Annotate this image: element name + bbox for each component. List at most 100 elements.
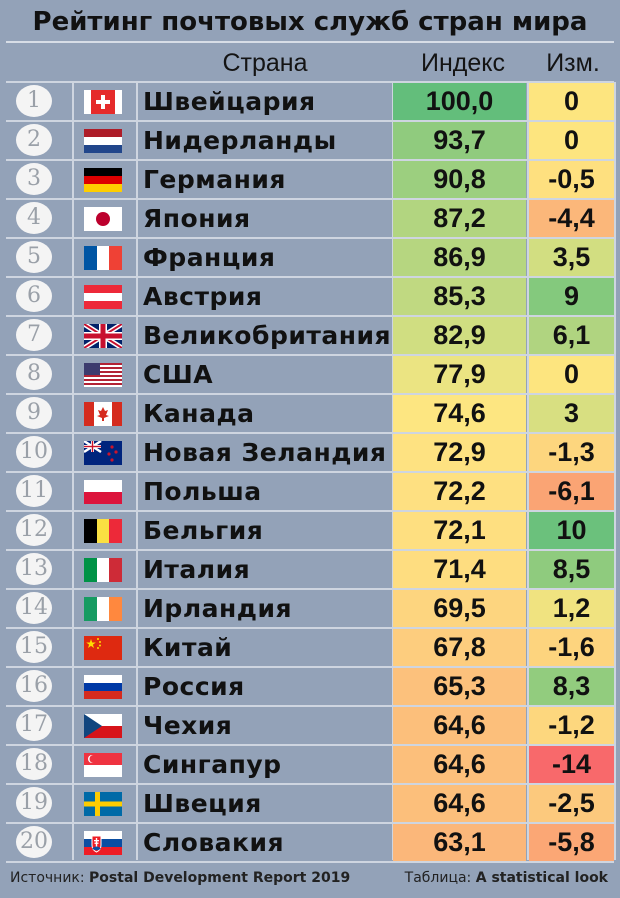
index-value-cell: 74,6 [393,395,526,432]
index-value-cell: 69,5 [393,590,526,627]
japan-flag-icon [84,207,122,231]
new-zealand-flag-icon [84,441,122,465]
grid-line-horizontal [6,510,614,512]
table-row: 3 Германия 90,8 -0,5 [0,160,620,199]
usa-flag-icon [84,363,122,387]
grid-line-horizontal [6,588,614,590]
change-value-cell: -1,2 [529,707,614,744]
rank-badge: 20 [16,826,52,858]
index-value-cell: 86,9 [393,239,526,276]
table-row: 4 Япония 87,2 -4,4 [0,199,620,238]
singapore-flag-icon [84,753,122,777]
table-row: 1 Швейцария 100,0 0 [0,82,620,121]
index-value-cell: 77,9 [393,356,526,393]
grid-line-horizontal [6,549,614,551]
austria-flag-icon [84,285,122,309]
source-value: Postal Development Report 2019 [89,870,351,886]
grid-line-horizontal [6,120,614,122]
grid-line-horizontal [6,276,614,278]
rank-badge: 10 [16,436,52,468]
country-name: Франция [143,243,276,272]
table-row: 11 Польша 72,2 -6,1 [0,472,620,511]
index-value-cell: 72,1 [393,512,526,549]
header-divider [6,41,614,43]
rank-badge: 3 [16,163,52,195]
source-label: Источник: [10,870,85,886]
change-value-cell: -1,6 [529,629,614,666]
table-row: 2 Нидерланды 93,7 0 [0,121,620,160]
grid-line-horizontal [6,315,614,317]
change-value-cell: 3 [529,395,614,432]
china-flag-icon [84,636,122,660]
table-credit-label: Таблица: [404,870,472,886]
change-value-cell: -6,1 [529,473,614,510]
slovakia-flag-icon [84,831,122,855]
index-value-cell: 64,6 [393,707,526,744]
poland-flag-icon [84,480,122,504]
netherlands-flag-icon [84,129,122,153]
country-name: Швеция [143,789,262,818]
change-value-cell: -2,5 [529,785,614,822]
country-name: США [143,360,214,389]
change-value-cell: -1,3 [529,434,614,471]
column-header-country: Страна [222,49,308,77]
index-value-cell: 71,4 [393,551,526,588]
change-value-cell: 8,5 [529,551,614,588]
table-credit-value: A statistical look [475,870,608,886]
rank-badge: 8 [16,358,52,390]
country-name: Ирландия [143,594,293,623]
grid-line-horizontal [6,861,614,863]
grid-line-horizontal [6,159,614,161]
change-value-cell: 0 [529,356,614,393]
country-name: Китай [143,633,233,662]
rank-badge: 4 [16,202,52,234]
table-row: 15 Китай 67,8 -1,6 [0,628,620,667]
column-header-index: Индекс [421,49,505,77]
table-row: 19 Швеция 64,6 -2,5 [0,784,620,823]
grid-line-vertical [614,82,616,860]
table-row: 9 Канада 74,6 3 [0,394,620,433]
country-name: Италия [143,555,251,584]
change-value-cell: 10 [529,512,614,549]
country-name: Словакия [143,828,285,857]
index-value-cell: 65,3 [393,668,526,705]
country-name: Япония [143,204,251,233]
column-header-change: Изм. [546,49,600,77]
change-value-cell: 1,2 [529,590,614,627]
table-row: 10 Новая Зеландия 72,9 -1,3 [0,433,620,472]
change-value-cell: 8,3 [529,668,614,705]
rank-badge: 12 [16,514,52,546]
country-name: Чехия [143,711,233,740]
table-row: 16 Россия 65,3 8,3 [0,667,620,706]
footer: Источник: Postal Development Report 2019… [0,862,620,898]
change-value-cell: 9 [529,278,614,315]
rank-badge: 15 [16,631,52,663]
table-row: 13 Италия 71,4 8,5 [0,550,620,589]
table-title: Рейтинг почтовых служб стран мира [32,7,588,37]
russia-flag-icon [84,675,122,699]
country-name: Новая Зеландия [143,438,387,467]
change-value-cell: -0,5 [529,161,614,198]
grid-line-horizontal [6,627,614,629]
change-value-cell: -4,4 [529,200,614,237]
table-row: 5 Франция 86,9 3,5 [0,238,620,277]
country-name: Бельгия [143,516,264,545]
rank-badge: 18 [16,748,52,780]
index-value-cell: 85,3 [393,278,526,315]
index-value-cell: 64,6 [393,785,526,822]
canada-flag-icon [84,402,122,426]
rank-badge: 11 [16,475,52,507]
table-credit: Таблица: A statistical look [405,870,608,886]
index-value-cell: 63,1 [393,824,526,861]
grid-line-horizontal [6,666,614,668]
switzerland-flag-icon [84,90,122,114]
table-row: 6 Австрия 85,3 9 [0,277,620,316]
table-row: 7 Великобритания 82,9 6,1 [0,316,620,355]
rank-badge: 5 [16,241,52,273]
index-value-cell: 93,7 [393,122,526,159]
rank-badge: 9 [16,397,52,429]
country-name: Австрия [143,282,263,311]
country-name: Германия [143,165,286,194]
